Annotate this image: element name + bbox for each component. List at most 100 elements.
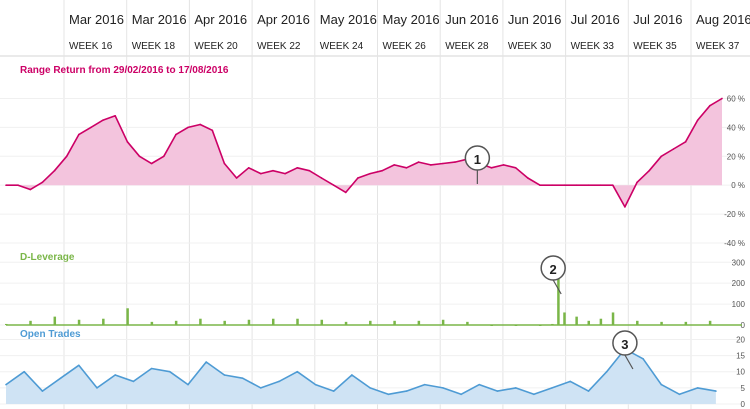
- open-trades-line: [5, 348, 717, 396]
- month-label: May 2016: [320, 12, 377, 27]
- open-trades-point: [278, 380, 280, 383]
- range-return-point: [272, 169, 274, 172]
- y-tick-label: 100: [732, 300, 746, 309]
- range-return-point: [636, 181, 638, 184]
- leverage-bar: [126, 308, 129, 325]
- leverage-bar: [223, 320, 226, 325]
- range-return-point: [223, 162, 226, 165]
- week-label: WEEK 35: [633, 41, 677, 52]
- open-trades-point: [387, 393, 390, 396]
- leverage-bar: [575, 316, 578, 325]
- open-trades-point: [405, 390, 408, 392]
- open-trades-point: [205, 361, 208, 363]
- range-return-point: [17, 184, 19, 186]
- annotation-number: 3: [621, 337, 628, 352]
- leverage-bar: [466, 321, 469, 325]
- range-return-point: [357, 177, 359, 179]
- range-return-point: [114, 115, 117, 117]
- range-return-point: [599, 184, 602, 186]
- leverage-bar: [271, 318, 275, 325]
- range-return-point: [162, 155, 165, 158]
- range-return-point: [78, 133, 80, 136]
- open-trades-point: [332, 390, 335, 392]
- leverage-bar: [417, 320, 421, 325]
- range-return-point: [587, 184, 590, 186]
- range-return-point: [721, 97, 723, 100]
- week-label: WEEK 30: [508, 41, 552, 52]
- leverage-bar: [514, 325, 518, 326]
- y-tick-label: 40 %: [727, 123, 745, 132]
- y-tick-label: 0 %: [731, 181, 745, 190]
- open-trades-area: [6, 349, 716, 404]
- leverage-bar: [611, 312, 615, 325]
- panel-title: D-Leverage: [20, 252, 75, 263]
- range-return-point: [551, 184, 553, 186]
- range-return-point: [624, 206, 626, 208]
- y-tick-label: 15: [736, 352, 745, 361]
- month-label: Apr 2016: [257, 12, 310, 27]
- open-trades-point: [169, 370, 171, 373]
- range-return-point: [575, 184, 578, 186]
- leverage-bar: [344, 321, 348, 325]
- leverage-bar: [636, 320, 639, 325]
- range-return-point: [175, 133, 177, 136]
- leverage-bar: [557, 266, 560, 325]
- week-label: WEEK 16: [69, 41, 113, 52]
- month-label: Jun 2016: [508, 12, 562, 27]
- y-tick-label: 10: [736, 368, 745, 377]
- leverage-bar: [77, 319, 81, 325]
- week-label: WEEK 18: [132, 41, 176, 52]
- leverage-bar: [150, 321, 154, 325]
- range-return-point: [187, 126, 189, 129]
- annotation-leader: [552, 279, 562, 295]
- range-return-point: [29, 188, 32, 191]
- leverage-bar: [538, 325, 542, 326]
- open-trades-point: [59, 377, 62, 379]
- leverage-bar: [29, 320, 32, 325]
- open-trades-point: [569, 380, 572, 383]
- leverage-bar: [708, 320, 712, 325]
- range-return-point: [102, 119, 104, 121]
- range-return-point: [417, 161, 420, 163]
- leverage-bar: [490, 325, 493, 326]
- range-return-point: [41, 181, 44, 184]
- range-return-point: [126, 141, 129, 143]
- open-trades-point: [460, 393, 462, 396]
- y-tick-label: 20: [736, 335, 745, 344]
- week-label: WEEK 24: [320, 41, 364, 52]
- open-trades-point: [150, 367, 153, 370]
- range-return-point: [709, 104, 711, 107]
- open-trades-point: [296, 370, 299, 373]
- open-trades-point: [605, 370, 608, 373]
- leverage-bar: [296, 318, 299, 325]
- open-trades-point: [369, 387, 371, 389]
- range-return-point: [696, 119, 699, 121]
- range-return-point: [65, 155, 68, 158]
- leverage-bar: [369, 320, 372, 325]
- y-tick-label: 0: [741, 400, 746, 409]
- week-label: WEEK 33: [571, 41, 615, 52]
- week-label: WEEK 26: [383, 41, 427, 52]
- annotation-leader: [624, 354, 634, 370]
- range-return-point: [527, 177, 529, 179]
- range-return-point: [247, 167, 250, 169]
- range-return-point: [235, 177, 238, 179]
- y-tick-label: 60 %: [727, 94, 745, 103]
- range-return-point: [405, 167, 408, 169]
- open-trades-point: [314, 383, 317, 386]
- range-return-point: [490, 167, 493, 169]
- range-return-point: [563, 184, 566, 186]
- range-return-point: [90, 126, 92, 129]
- range-return-point: [284, 172, 286, 175]
- open-trades-point: [187, 383, 189, 386]
- leverage-bar: [684, 321, 688, 325]
- panel-title: Open Trades: [20, 329, 81, 340]
- panel-title: Range Return from 29/02/2016 to 17/08/20…: [20, 65, 229, 76]
- range-return-point: [344, 191, 347, 194]
- month-label: Mar 2016: [132, 12, 187, 27]
- annotation-number: 1: [474, 152, 481, 167]
- range-return-line: [6, 97, 723, 208]
- leverage-bar: [199, 318, 202, 325]
